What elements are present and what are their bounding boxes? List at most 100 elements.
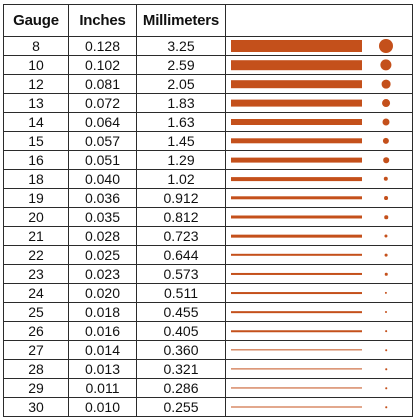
wire-thickness-bar — [231, 119, 362, 125]
wire-cross-section-dot — [385, 406, 387, 408]
table-row: 18 0.040 1.02 — [3, 169, 413, 189]
table-row: 29 0.011 0.286 — [3, 378, 413, 398]
millimeters-cell: 0.286 — [136, 378, 226, 398]
wire-cross-section-dot — [384, 196, 388, 200]
wire-thickness-bar — [231, 60, 362, 70]
inches-cell: 0.057 — [68, 131, 137, 151]
wire-visual-cell — [225, 150, 413, 170]
wire-visual-cell — [225, 169, 413, 189]
inches-cell: 0.040 — [68, 169, 137, 189]
gauge-cell: 30 — [3, 397, 69, 417]
wire-visual-cell — [225, 397, 413, 417]
millimeters-cell: 0.405 — [136, 321, 226, 341]
table-row: 20 0.035 0.812 — [3, 207, 413, 227]
wire-visual-cell — [225, 359, 413, 379]
wire-visual-cell — [225, 36, 413, 56]
millimeters-cell: 2.59 — [136, 55, 226, 75]
inches-cell: 0.081 — [68, 74, 137, 94]
wire-cross-section-dot — [382, 137, 390, 145]
table-row: 15 0.057 1.45 — [3, 131, 413, 151]
wire-visual-cell — [225, 55, 413, 75]
wire-visual-cell — [225, 93, 413, 113]
inches-cell: 0.014 — [68, 340, 137, 360]
wire-thickness-bar — [231, 406, 362, 408]
wire-visual-cell — [225, 226, 413, 246]
wire-visual-cell — [225, 264, 413, 284]
table-row: 24 0.020 0.511 — [3, 283, 413, 303]
table-row: 13 0.072 1.83 — [3, 93, 413, 113]
gauge-cell: 24 — [3, 283, 69, 303]
wire-thickness-bar — [231, 272, 362, 276]
wire-cross-section-dot — [383, 176, 389, 182]
wire-cross-section-dot — [383, 157, 389, 163]
table-row: 16 0.051 1.29 — [3, 150, 413, 170]
millimeters-cell: 0.644 — [136, 245, 226, 265]
gauge-cell: 21 — [3, 226, 69, 246]
inches-cell: 0.072 — [68, 93, 137, 113]
wire-visual-cell — [225, 340, 413, 360]
wire-thickness-bar — [231, 157, 362, 163]
millimeters-cell: 0.360 — [136, 340, 226, 360]
table-body: 8 0.128 3.25 10 0.102 2.59 12 0.081 2.05 13 0.072 1… — [3, 36, 413, 417]
inches-cell: 0.128 — [68, 36, 137, 56]
table-row: 19 0.036 0.912 — [3, 188, 413, 208]
wire-cross-section-dot — [384, 291, 388, 295]
millimeters-cell: 1.45 — [136, 131, 226, 151]
table-row: 12 0.081 2.05 — [3, 74, 413, 94]
millimeters-cell: 0.321 — [136, 359, 226, 379]
inches-cell: 0.016 — [68, 321, 137, 341]
wire-cross-section-dot — [385, 368, 387, 370]
wire-thickness-bar — [231, 349, 362, 351]
inches-cell: 0.013 — [68, 359, 137, 379]
gauge-cell: 13 — [3, 93, 69, 113]
wire-thickness-bar — [231, 330, 362, 332]
wire-visual-cell — [225, 283, 413, 303]
header-gauge: Gauge — [3, 4, 69, 37]
gauge-cell: 16 — [3, 150, 69, 170]
table-row: 21 0.028 0.723 — [3, 226, 413, 246]
wire-thickness-bar — [231, 196, 362, 200]
gauge-cell: 29 — [3, 378, 69, 398]
millimeters-cell: 0.723 — [136, 226, 226, 246]
millimeters-cell: 0.912 — [136, 188, 226, 208]
table-row: 10 0.102 2.59 — [3, 55, 413, 75]
wire-thickness-bar — [231, 311, 362, 313]
inches-cell: 0.051 — [68, 150, 137, 170]
wire-thickness-bar — [231, 177, 362, 181]
header-row: Gauge Inches Millimeters — [3, 4, 413, 37]
gauge-cell: 15 — [3, 131, 69, 151]
gauge-cell: 20 — [3, 207, 69, 227]
wire-cross-section-dot — [384, 253, 388, 257]
inches-cell: 0.023 — [68, 264, 137, 284]
wire-cross-section-dot — [382, 118, 390, 126]
wire-visual-cell — [225, 378, 413, 398]
inches-cell: 0.035 — [68, 207, 137, 227]
inches-cell: 0.020 — [68, 283, 137, 303]
gauge-cell: 27 — [3, 340, 69, 360]
wire-thickness-bar — [231, 80, 362, 88]
table-row: 30 0.010 0.255 — [3, 397, 413, 417]
wire-gauge-table: Gauge Inches Millimeters 8 0.128 3.25 10 0.1… — [3, 4, 413, 417]
wire-visual-cell — [225, 321, 413, 341]
wire-thickness-bar — [231, 253, 362, 257]
gauge-cell: 25 — [3, 302, 69, 322]
millimeters-cell: 0.255 — [136, 397, 226, 417]
wire-visual-cell — [225, 245, 413, 265]
inches-cell: 0.028 — [68, 226, 137, 246]
wire-visual-cell — [225, 131, 413, 151]
millimeters-cell: 1.83 — [136, 93, 226, 113]
gauge-cell: 12 — [3, 74, 69, 94]
table-row: 26 0.016 0.405 — [3, 321, 413, 341]
wire-thickness-bar — [231, 138, 362, 144]
wire-cross-section-dot — [380, 59, 392, 71]
wire-cross-section-dot — [385, 311, 387, 313]
millimeters-cell: 0.511 — [136, 283, 226, 303]
gauge-cell: 26 — [3, 321, 69, 341]
wire-cross-section-dot — [384, 215, 388, 219]
header-inches: Inches — [68, 4, 137, 37]
wire-visual-cell — [225, 188, 413, 208]
wire-visual-cell — [225, 207, 413, 227]
wire-cross-section-dot — [385, 349, 387, 351]
wire-visual-cell — [225, 112, 413, 132]
table-row: 14 0.064 1.63 — [3, 112, 413, 132]
